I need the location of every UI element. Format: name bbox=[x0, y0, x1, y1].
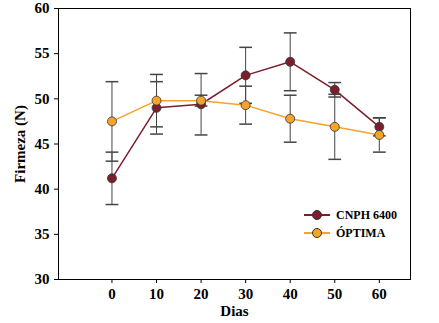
html-text:ÓPTIMA: ÓPTIMA bbox=[336, 225, 386, 240]
svg-text:20: 20 bbox=[194, 286, 209, 302]
svg-text:10: 10 bbox=[149, 286, 164, 302]
html-text:CNPH 6400: CNPH 6400 bbox=[336, 207, 397, 222]
svg-text:40: 40 bbox=[283, 286, 298, 302]
svg-text:50: 50 bbox=[35, 91, 50, 107]
svg-text:60: 60 bbox=[35, 0, 50, 16]
svg-text:35: 35 bbox=[35, 226, 50, 242]
svg-text:Dias: Dias bbox=[220, 303, 249, 319]
svg-text:30: 30 bbox=[238, 286, 253, 302]
svg-text:60: 60 bbox=[372, 286, 387, 302]
svg-text:40: 40 bbox=[35, 181, 50, 197]
svg-text:Firmeza (N): Firmeza (N) bbox=[12, 105, 29, 183]
svg-text:50: 50 bbox=[327, 286, 342, 302]
svg-text:0: 0 bbox=[108, 286, 116, 302]
svg-text:30: 30 bbox=[35, 271, 50, 287]
svg-text:45: 45 bbox=[35, 136, 50, 152]
svg-text:55: 55 bbox=[35, 45, 50, 61]
